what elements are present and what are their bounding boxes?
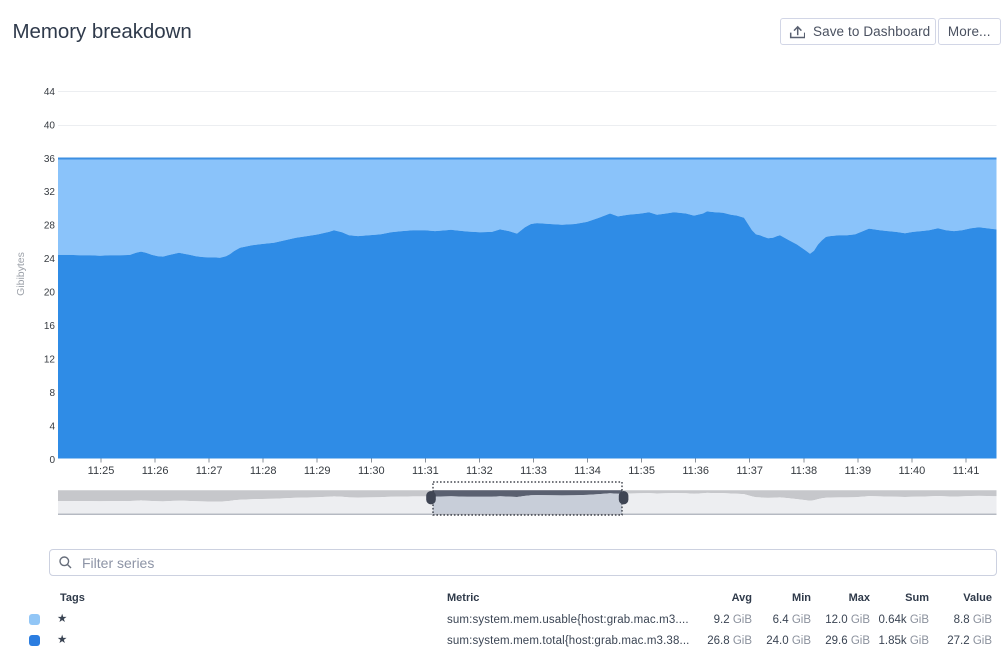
svg-text:11:34: 11:34 [574, 465, 601, 477]
svg-text:11:41: 11:41 [953, 465, 980, 477]
svg-text:20: 20 [44, 288, 56, 299]
svg-text:11:35: 11:35 [628, 465, 655, 477]
svg-text:28: 28 [44, 221, 56, 232]
svg-text:11:29: 11:29 [304, 465, 331, 477]
svg-text:0: 0 [49, 455, 55, 466]
svg-text:4: 4 [49, 421, 55, 432]
svg-text:12: 12 [44, 355, 56, 366]
svg-text:11:39: 11:39 [844, 465, 871, 477]
svg-text:24: 24 [44, 254, 56, 265]
svg-text:40: 40 [44, 120, 56, 131]
svg-text:11:31: 11:31 [412, 465, 439, 477]
svg-text:11:40: 11:40 [899, 465, 926, 477]
svg-text:16: 16 [44, 321, 56, 332]
svg-text:11:27: 11:27 [196, 465, 223, 477]
svg-text:11:36: 11:36 [682, 465, 709, 477]
svg-text:11:30: 11:30 [358, 465, 385, 477]
svg-text:11:25: 11:25 [88, 465, 115, 477]
svg-text:11:32: 11:32 [466, 465, 493, 477]
svg-text:8: 8 [49, 388, 55, 399]
svg-text:11:33: 11:33 [520, 465, 547, 477]
svg-text:36: 36 [44, 154, 56, 165]
svg-text:11:37: 11:37 [736, 465, 763, 477]
svg-text:11:26: 11:26 [142, 465, 169, 477]
svg-text:11:38: 11:38 [790, 465, 817, 477]
svg-text:44: 44 [44, 87, 56, 98]
svg-text:11:28: 11:28 [250, 465, 277, 477]
svg-text:32: 32 [44, 187, 56, 198]
svg-text:Gibibytes: Gibibytes [15, 252, 27, 296]
